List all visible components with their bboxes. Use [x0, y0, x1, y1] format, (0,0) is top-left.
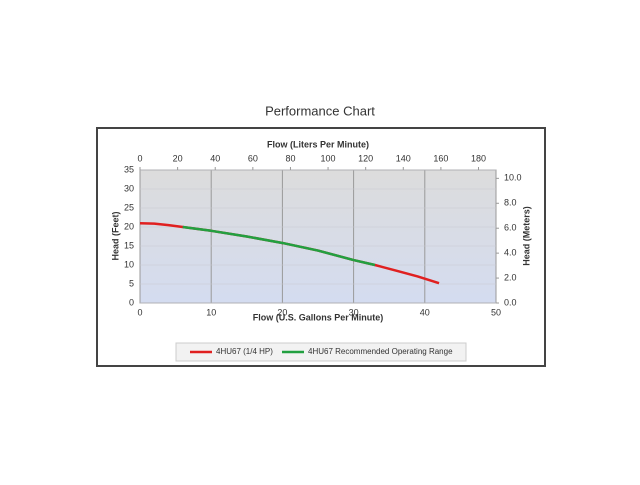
y2-axis-title: Head (Meters) [521, 206, 531, 266]
y2-tick-label: 2.0 [504, 272, 517, 282]
x2-tick-label: 120 [358, 153, 373, 163]
x-tick-label: 50 [491, 307, 501, 317]
x-tick-label: 20 [277, 307, 287, 317]
x2-tick-label: 160 [433, 153, 448, 163]
legend [175, 342, 467, 362]
x2-tick-label: 140 [396, 153, 411, 163]
x2-tick-label: 180 [471, 153, 486, 163]
line [182, 225, 376, 267]
y2-tick-label: 4.0 [504, 248, 517, 258]
y2-tick-label: 10.0 [504, 173, 522, 183]
y-tick-label: 25 [124, 202, 134, 212]
plot-area [139, 169, 497, 304]
y-tick-label: 30 [124, 183, 134, 193]
y-tick-label: 35 [124, 164, 134, 174]
y-tick-label: 20 [124, 221, 134, 231]
x2-tick-label: 20 [173, 153, 183, 163]
x2-axis-title: Flow (Liters Per Minute) [267, 139, 369, 149]
chart-title: Performance Chart [265, 103, 375, 118]
legend-label: 4HU67 Recommended Operating Range [308, 347, 453, 356]
x-tick-label: 30 [349, 307, 359, 317]
y-tick-label: 0 [129, 297, 134, 307]
y2-tick-label: 8.0 [504, 198, 517, 208]
x2-tick-label: 100 [321, 153, 336, 163]
y-tick-label: 5 [129, 278, 134, 288]
x2-tick-label: 0 [137, 153, 142, 163]
y-tick-label: 15 [124, 240, 134, 250]
x-tick-label: 40 [420, 307, 430, 317]
x2-tick-label: 60 [248, 153, 258, 163]
x-axis-title: Flow (U.S. Gallons Per Minute) [253, 312, 384, 322]
y-tick-label: 10 [124, 259, 134, 269]
y-axis-title: Head (Feet) [110, 211, 120, 260]
legend-label: 4HU67 (1/4 HP) [216, 347, 273, 356]
y2-tick-label: 0.0 [504, 297, 517, 307]
y2-tick-label: 6.0 [504, 223, 517, 233]
x-tick-label: 10 [206, 307, 216, 317]
x2-tick-label: 40 [210, 153, 220, 163]
x-tick-label: 0 [137, 307, 142, 317]
x2-tick-label: 80 [285, 153, 295, 163]
